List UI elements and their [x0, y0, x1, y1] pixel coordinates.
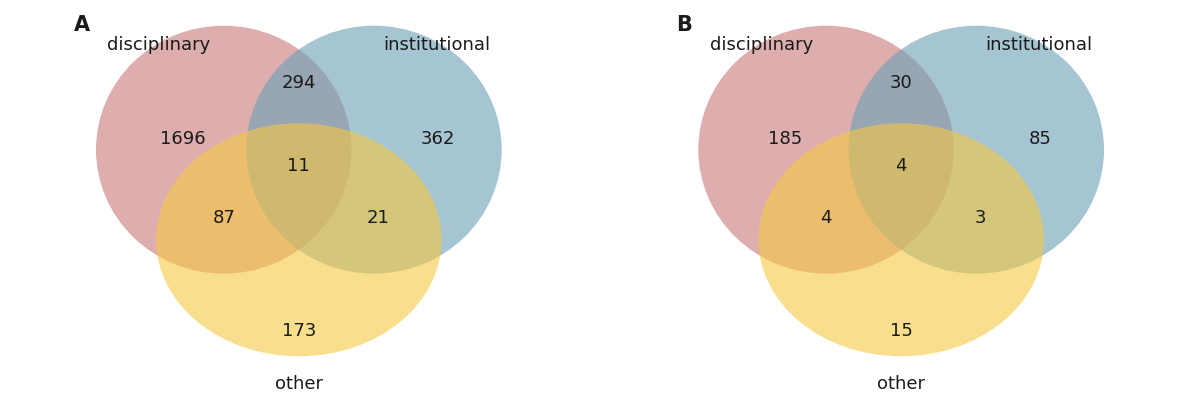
Text: disciplinary: disciplinary — [709, 36, 812, 55]
Text: 173: 173 — [282, 321, 316, 339]
Text: 30: 30 — [889, 74, 912, 92]
Text: 1696: 1696 — [160, 130, 205, 148]
Text: disciplinary: disciplinary — [107, 36, 210, 55]
Text: 15: 15 — [889, 321, 913, 339]
Text: 4: 4 — [821, 209, 832, 227]
Text: 4: 4 — [895, 156, 907, 174]
Ellipse shape — [96, 26, 352, 274]
Ellipse shape — [848, 26, 1104, 274]
Ellipse shape — [246, 26, 502, 274]
Text: institutional: institutional — [985, 36, 1093, 55]
Text: other: other — [275, 374, 323, 392]
Text: 185: 185 — [768, 130, 802, 148]
Text: other: other — [877, 374, 925, 392]
Text: 11: 11 — [288, 156, 311, 174]
Text: 362: 362 — [421, 130, 455, 148]
Text: 294: 294 — [282, 74, 316, 92]
Text: 87: 87 — [212, 209, 235, 227]
Text: 85: 85 — [1028, 130, 1051, 148]
Text: A: A — [73, 15, 90, 36]
Ellipse shape — [698, 26, 954, 274]
Text: 3: 3 — [974, 209, 986, 227]
Ellipse shape — [156, 124, 442, 356]
Text: institutional: institutional — [383, 36, 491, 55]
Text: B: B — [676, 15, 691, 36]
Ellipse shape — [758, 124, 1044, 356]
Text: 21: 21 — [366, 209, 389, 227]
